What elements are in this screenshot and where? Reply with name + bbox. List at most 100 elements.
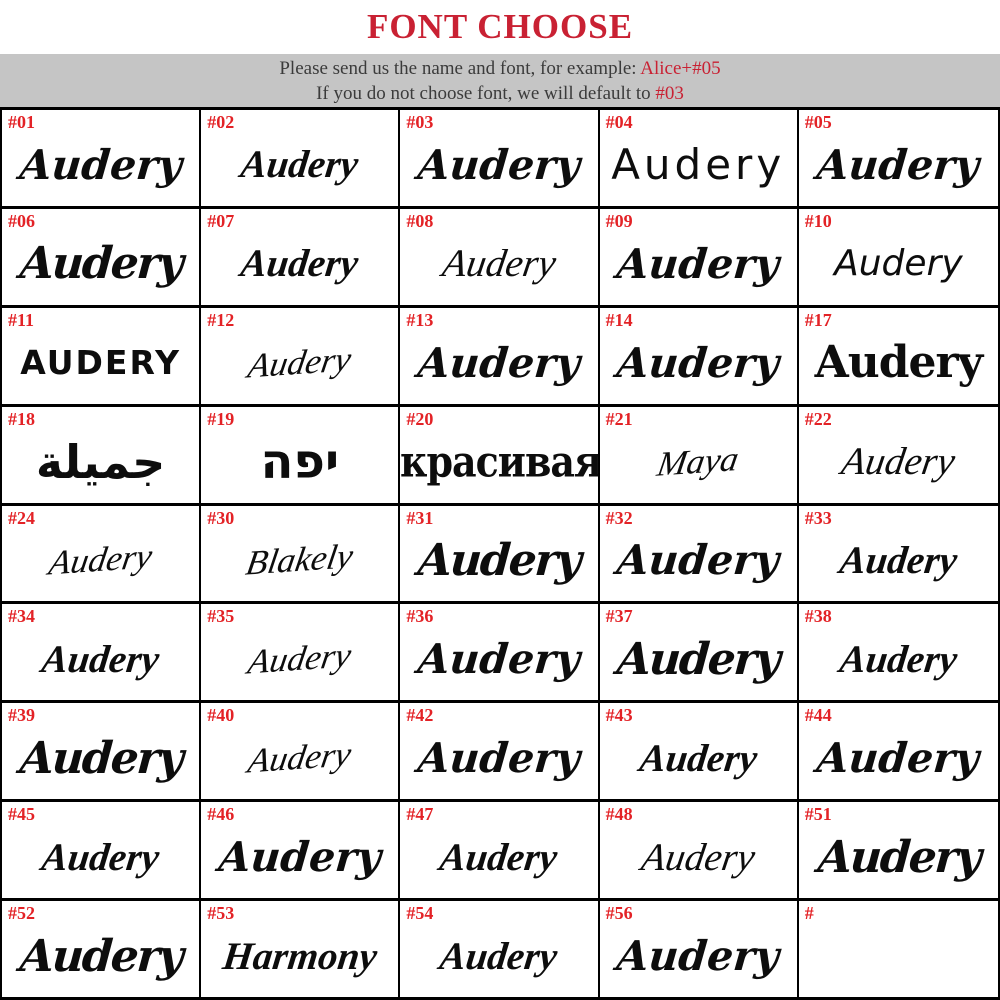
font-sample-text: Audery xyxy=(615,239,782,288)
font-cell[interactable]: #19 יפה xyxy=(201,406,401,506)
font-cell[interactable]: #52 Audery xyxy=(2,901,202,1000)
font-number-label: #03 xyxy=(406,112,434,132)
font-cell[interactable]: #38 Audery xyxy=(798,604,998,704)
font-sample-text: Audery xyxy=(615,932,782,981)
font-number-label: #30 xyxy=(207,507,235,528)
font-number-label: #38 xyxy=(804,606,832,627)
font-number-label: #34 xyxy=(8,606,35,627)
font-number-label: #47 xyxy=(406,804,434,825)
font-number-label: #19 xyxy=(207,408,235,429)
font-cell[interactable]: #40 Audery xyxy=(201,703,401,803)
font-number-label: #42 xyxy=(406,705,434,726)
font-sample-text: Audery xyxy=(238,242,361,286)
font-number-label: #35 xyxy=(207,606,235,627)
font-cell[interactable]: #34 Audery xyxy=(2,604,202,704)
instruction-line-1: Please send us the name and font, for ex… xyxy=(279,56,720,81)
font-sample-text: Audery xyxy=(415,338,582,387)
font-sample-text: Audery xyxy=(39,835,162,879)
font-cell[interactable]: #07 Audery xyxy=(201,208,401,308)
font-cell[interactable]: #43 Audery xyxy=(599,703,799,803)
font-number-label: #12 xyxy=(207,309,235,330)
font-number-label: #37 xyxy=(605,606,633,627)
font-sample-text: Audery xyxy=(39,637,162,681)
font-number-label: #22 xyxy=(804,408,832,429)
font-cell[interactable]: #04 Audery xyxy=(599,110,799,209)
font-sample-text: Audery xyxy=(415,140,582,189)
font-cell[interactable]: #56 Audery xyxy=(599,901,799,1000)
instruction-line-2-text: If you do not choose font, we will defau… xyxy=(316,82,656,104)
font-number-label: #18 xyxy=(8,408,35,429)
font-sample-text: Audery xyxy=(439,242,559,286)
font-sample-text: Audery xyxy=(637,736,760,780)
font-cell[interactable]: #06 Audery xyxy=(2,208,202,308)
font-cell[interactable]: #44 Audery xyxy=(798,703,998,803)
font-number-label: #02 xyxy=(207,112,235,132)
font-sample-text: Audery xyxy=(415,635,582,684)
font-number-label: #36 xyxy=(406,606,434,627)
font-cell[interactable]: #42 Audery xyxy=(400,703,600,803)
font-cell[interactable]: #21 Maya xyxy=(599,406,799,506)
font-cell[interactable]: #48 Audery xyxy=(599,802,799,902)
font-sample-text: יפה xyxy=(260,433,340,490)
font-number-label: # xyxy=(804,903,814,924)
font-cell[interactable]: #11 Audery xyxy=(2,307,202,407)
font-cell[interactable]: #09 Audery xyxy=(599,208,799,308)
font-cell[interactable]: #31 Audery xyxy=(400,505,600,605)
font-cell[interactable]: #47 Audery xyxy=(400,802,600,902)
font-sample-text: Audery xyxy=(17,140,184,189)
font-cell[interactable]: #20 красивая xyxy=(400,406,600,506)
font-cell[interactable]: #54 Audery xyxy=(400,901,600,1000)
font-cell[interactable]: #14 Audery xyxy=(599,307,799,407)
font-cell[interactable]: #05 Audery xyxy=(798,110,998,209)
font-sample-text: Audery xyxy=(437,934,561,978)
font-cell[interactable]: #37 Audery xyxy=(599,604,799,704)
font-number-label: #20 xyxy=(406,408,434,429)
font-number-label: #53 xyxy=(207,903,235,924)
font-sample-text: Audery xyxy=(17,930,184,982)
font-cell[interactable]: #17 Audery xyxy=(798,307,998,407)
font-number-label: #21 xyxy=(605,408,633,429)
font-sample-text: Audery xyxy=(611,140,786,190)
font-number-label: #11 xyxy=(8,309,35,330)
font-sample-text: Audery xyxy=(615,633,781,685)
font-cell[interactable]: #24 Audery xyxy=(2,505,202,605)
font-cell[interactable]: #51 Audery xyxy=(798,802,998,902)
font-cell[interactable]: #46 Audery xyxy=(201,802,401,902)
font-cell[interactable]: #08 Audery xyxy=(400,208,600,308)
font-number-label: #48 xyxy=(605,804,633,825)
font-sample-text: جميلة xyxy=(35,434,166,489)
font-number-label: #06 xyxy=(8,210,35,231)
font-number-label: #33 xyxy=(804,507,832,528)
font-cell[interactable]: # xyxy=(798,901,998,1000)
font-number-label: #07 xyxy=(207,210,235,231)
font-sample-text: Audery xyxy=(838,440,959,484)
font-cell[interactable]: #33 Audery xyxy=(798,505,998,605)
font-cell[interactable]: #10 Audery xyxy=(798,208,998,308)
font-cell[interactable]: #53 Harmony xyxy=(201,901,401,1000)
font-cell[interactable]: #03 Audery xyxy=(400,110,600,209)
font-number-label: #24 xyxy=(8,507,35,528)
font-number-label: #09 xyxy=(605,210,633,231)
font-cell[interactable]: #02 Audery xyxy=(201,110,401,209)
font-cell[interactable]: #13 Audery xyxy=(400,307,600,407)
font-number-label: #32 xyxy=(605,507,633,528)
font-cell[interactable]: #30 Blakely xyxy=(201,505,401,605)
font-number-label: #56 xyxy=(605,903,633,924)
font-sample-text: Audery xyxy=(245,635,355,682)
font-sample-text: Audery xyxy=(245,734,355,781)
font-number-label: #43 xyxy=(605,705,633,726)
font-cell[interactable]: #32 Audery xyxy=(599,505,799,605)
font-cell[interactable]: #12 Audery xyxy=(201,307,401,407)
font-cell[interactable]: #39 Audery xyxy=(2,703,202,803)
font-sample-text: Audery xyxy=(216,833,383,882)
font-cell[interactable]: #35 Audery xyxy=(201,604,401,704)
font-cell[interactable]: #22 Audery xyxy=(798,406,998,506)
font-sample-text: Audery xyxy=(615,536,782,585)
font-cell[interactable]: #36 Audery xyxy=(400,604,600,704)
font-number-label: #52 xyxy=(8,903,35,924)
font-sample-text: Harmony xyxy=(220,934,380,978)
font-cell[interactable]: #01 Audery xyxy=(2,110,202,209)
font-number-label: #46 xyxy=(207,804,235,825)
font-cell[interactable]: #45 Audery xyxy=(2,802,202,902)
font-cell[interactable]: #18 جميلة xyxy=(2,406,202,506)
